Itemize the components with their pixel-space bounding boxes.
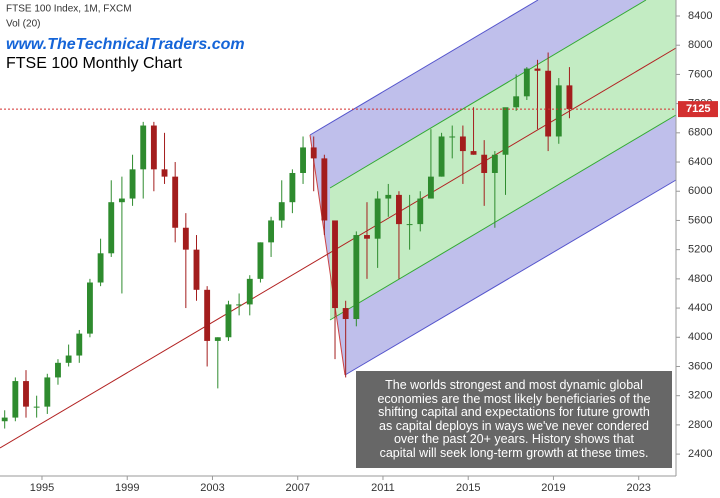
candle-body [44, 377, 51, 407]
candle-body [470, 151, 477, 155]
watermark: www.TheTechnicalTraders.com [6, 36, 245, 53]
subtitle: FTSE 100 Index, 1M, FXCM [6, 4, 132, 15]
channel-line [329, 114, 677, 321]
annotation-line: shifting capital and expectations for fu… [378, 405, 650, 419]
candle-body [406, 224, 413, 226]
candle-body [246, 278, 253, 305]
candle-body [33, 406, 40, 408]
candle-body [353, 235, 360, 320]
x-tick-label: 2003 [200, 482, 224, 494]
pivot-line [309, 134, 346, 376]
candle-body [65, 355, 72, 363]
x-tick-label: 2007 [285, 482, 309, 494]
candle-body [364, 235, 370, 239]
inner-channel [330, 0, 676, 320]
channel-line [329, 0, 647, 189]
candle-body [396, 194, 402, 225]
annotation-line: economies are the most likely beneficiar… [377, 391, 651, 406]
candle-body [236, 304, 243, 306]
x-tick-label: 1999 [115, 482, 139, 494]
candle-body [204, 289, 211, 341]
candle-body [225, 304, 232, 338]
y-tick-label: 3200 [688, 390, 712, 402]
candle-body [23, 381, 29, 407]
y-tick-label: 6800 [688, 127, 712, 139]
candle-body [268, 220, 275, 243]
candle-body [172, 176, 179, 228]
candle-body [321, 158, 328, 221]
candle-body [502, 107, 509, 155]
y-tick-label: 2800 [688, 419, 712, 431]
last-price-box [678, 101, 718, 118]
y-tick-label: 3600 [688, 360, 712, 372]
y-tick-label: 4000 [688, 331, 712, 343]
candle-body [449, 136, 456, 138]
candle-body [87, 282, 93, 334]
annotation-box: The worlds strongest and most dynamic gl… [356, 371, 672, 468]
x-tick-label: 2015 [456, 482, 480, 494]
chart-title: FTSE 100 Monthly Chart [6, 55, 183, 72]
indicator-label: Vol (20) [6, 19, 40, 30]
candle-body [310, 147, 317, 159]
candle-body [459, 136, 466, 152]
x-tick-label: 2019 [541, 482, 565, 494]
annotation-line: as capital deploys in ways we've never c… [379, 418, 649, 433]
candle-body [534, 68, 541, 71]
annotation-line: over the past 20+ years. History shows t… [393, 432, 635, 446]
candle-body [289, 172, 296, 203]
y-tick-label: 2400 [688, 448, 712, 460]
annotation-line: capital will seek long-term growth at th… [379, 445, 649, 460]
candle-body [1, 417, 8, 422]
candle-body [374, 198, 381, 239]
candle-body [566, 85, 573, 110]
candle-body [118, 198, 125, 203]
candle-body [342, 308, 349, 320]
candle-body [427, 176, 434, 199]
candle-body [12, 381, 19, 418]
y-tick-label: 5600 [688, 214, 712, 226]
channel-line [309, 0, 539, 136]
annotation-line: The worlds strongest and most dynamic gl… [385, 378, 643, 392]
candle-body [55, 362, 61, 378]
candle-body [76, 333, 83, 356]
candle-body [332, 220, 338, 309]
candle-body [140, 125, 147, 170]
y-tick-label: 6400 [688, 156, 712, 168]
y-tick-label: 7600 [688, 68, 712, 80]
candle-body [161, 169, 168, 177]
candle-body [150, 125, 157, 170]
candle-body [108, 202, 115, 254]
y-tick-label: 8400 [688, 10, 712, 22]
last-price-label: 7125 [686, 103, 710, 115]
candle-body [513, 96, 520, 108]
y-tick-label: 8000 [688, 39, 712, 51]
candle-body [523, 68, 530, 97]
candle-body [385, 194, 392, 199]
y-tick-label: 6000 [688, 185, 712, 197]
x-tick-label: 2011 [371, 482, 395, 494]
median-line [0, 47, 677, 449]
candle-body [417, 198, 424, 225]
x-tick-label: 2023 [626, 482, 650, 494]
candle-body [278, 202, 285, 221]
candle-body [545, 70, 552, 137]
candle-body [193, 249, 200, 290]
candle-body [438, 136, 445, 177]
y-tick-label: 5200 [688, 244, 712, 256]
candle-body [214, 337, 221, 341]
y-tick-label: 4400 [688, 302, 712, 314]
candle-body [481, 154, 488, 173]
candle-body [555, 85, 562, 137]
candle-body [491, 154, 498, 173]
candle-body [97, 253, 104, 283]
channel-line [344, 179, 677, 376]
candle-body [300, 147, 306, 173]
x-tick-label: 1995 [30, 482, 54, 494]
y-tick-label: 4800 [688, 273, 712, 285]
candle-body [257, 242, 264, 279]
candle-body [129, 169, 136, 199]
candle-body [182, 227, 189, 250]
